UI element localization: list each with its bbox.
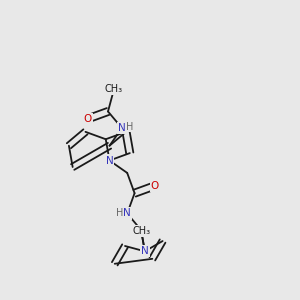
Text: CH₃: CH₃	[104, 84, 123, 94]
Text: O: O	[151, 181, 159, 191]
Text: N: N	[141, 246, 149, 256]
Text: N: N	[123, 208, 131, 218]
Text: N: N	[106, 155, 113, 166]
Text: H: H	[116, 208, 123, 218]
Text: O: O	[84, 114, 92, 124]
Text: N: N	[118, 123, 126, 133]
Text: CH₃: CH₃	[132, 226, 150, 236]
Text: H: H	[126, 122, 133, 131]
